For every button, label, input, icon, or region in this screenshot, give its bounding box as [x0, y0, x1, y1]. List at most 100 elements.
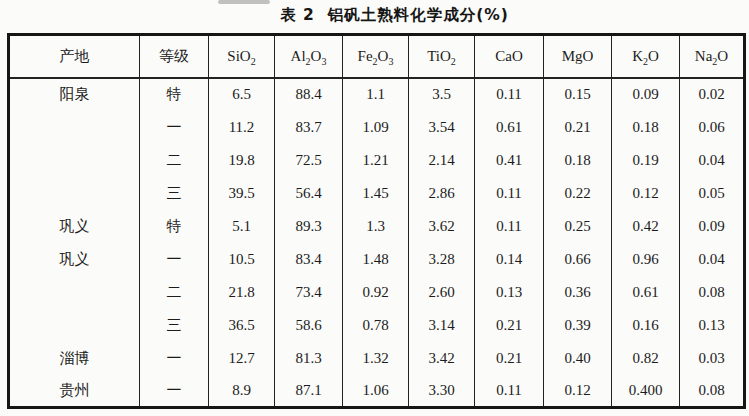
cell-value: 0.08: [680, 375, 745, 408]
table-row: 阳泉特6.588.41.13.50.110.150.090.02: [9, 78, 745, 111]
table-row: 贵州一8.987.11.063.300.110.120.4000.08: [9, 375, 745, 408]
cell-value: 21.8: [209, 276, 275, 309]
cell-value: 0.11: [475, 78, 544, 111]
table-row: 一11.283.71.093.540.610.210.180.06: [9, 111, 745, 144]
cell-value: 3.62: [409, 210, 475, 243]
cell-grade: 一: [140, 111, 209, 144]
cell-value: 0.14: [475, 243, 544, 276]
cell-value: 0.78: [343, 309, 409, 342]
cell-grade: 二: [140, 276, 209, 309]
cell-value: 83.4: [275, 243, 343, 276]
column-header-mgo: MgO: [544, 35, 612, 78]
cell-value: 1.09: [343, 111, 409, 144]
column-header-sio2: SiO2: [209, 35, 275, 78]
cell-value: 0.13: [475, 276, 544, 309]
cell-value: 36.5: [209, 309, 275, 342]
column-header-cao: CaO: [475, 35, 544, 78]
cell-value: 19.8: [209, 144, 275, 177]
cell-value: 39.5: [209, 177, 275, 210]
cell-value: 0.08: [680, 276, 745, 309]
cell-value: 6.5: [209, 78, 275, 111]
column-header-k2o: K2O: [612, 35, 680, 78]
cell-value: 58.6: [275, 309, 343, 342]
cell-value: 0.03: [680, 342, 745, 375]
cell-value: 3.54: [409, 111, 475, 144]
cell-value: 0.12: [612, 177, 680, 210]
cell-value: 0.16: [612, 309, 680, 342]
cell-value: 0.36: [544, 276, 612, 309]
cell-value: 3.30: [409, 375, 475, 408]
cell-origin: 淄博: [9, 342, 140, 375]
cell-value: 1.3: [343, 210, 409, 243]
cell-origin: [9, 177, 140, 210]
cell-value: 0.42: [612, 210, 680, 243]
cell-value: 0.11: [475, 210, 544, 243]
cell-grade: 特: [140, 210, 209, 243]
cell-grade: 特: [140, 78, 209, 111]
cell-grade: 二: [140, 144, 209, 177]
cell-value: 0.66: [544, 243, 612, 276]
cell-value: 73.4: [275, 276, 343, 309]
cell-value: 11.2: [209, 111, 275, 144]
cell-value: 0.96: [612, 243, 680, 276]
table-row: 三36.558.60.783.140.210.390.160.13: [9, 309, 745, 342]
table-row: 二21.873.40.922.600.130.360.610.08: [9, 276, 745, 309]
table-row: 三39.556.41.452.860.110.220.120.05: [9, 177, 745, 210]
cell-value: 5.1: [209, 210, 275, 243]
composition-table: 产地等级SiO2Al2O3Fe2O3TiO2CaOMgOK2ONa2O 阳泉特6…: [7, 33, 746, 409]
cell-value: 0.12: [544, 375, 612, 408]
cell-value: 0.25: [544, 210, 612, 243]
cell-value: 0.41: [475, 144, 544, 177]
cell-value: 0.04: [680, 243, 745, 276]
cell-origin: 巩义: [9, 210, 140, 243]
cell-value: 0.400: [612, 375, 680, 408]
cell-value: 0.15: [544, 78, 612, 111]
cell-value: 0.02: [680, 78, 745, 111]
cell-value: 0.21: [475, 309, 544, 342]
cell-value: 0.92: [343, 276, 409, 309]
cell-grade: 一: [140, 243, 209, 276]
cell-value: 0.18: [612, 111, 680, 144]
cell-value: 0.06: [680, 111, 745, 144]
cell-value: 8.9: [209, 375, 275, 408]
cell-value: 3.42: [409, 342, 475, 375]
cell-value: 10.5: [209, 243, 275, 276]
cell-value: 0.19: [612, 144, 680, 177]
cell-value: 3.28: [409, 243, 475, 276]
cell-value: 1.48: [343, 243, 409, 276]
cell-value: 89.3: [275, 210, 343, 243]
cell-origin: [9, 276, 140, 309]
cell-value: 0.18: [544, 144, 612, 177]
cell-value: 0.09: [680, 210, 745, 243]
column-header-tio2: TiO2: [409, 35, 475, 78]
cell-value: 56.4: [275, 177, 343, 210]
cell-value: 1.45: [343, 177, 409, 210]
cell-value: 0.22: [544, 177, 612, 210]
cell-value: 0.13: [680, 309, 745, 342]
column-header-na2o: Na2O: [680, 35, 745, 78]
cell-value: 0.11: [475, 177, 544, 210]
cell-grade: 三: [140, 309, 209, 342]
cell-grade: 一: [140, 375, 209, 408]
cell-value: 2.60: [409, 276, 475, 309]
cell-grade: 三: [140, 177, 209, 210]
cell-value: 72.5: [275, 144, 343, 177]
scan-artifact: [218, 0, 270, 4]
cell-value: 1.21: [343, 144, 409, 177]
cell-value: 0.61: [612, 276, 680, 309]
table-row: 巩义特5.189.31.33.620.110.250.420.09: [9, 210, 745, 243]
table-row: 巩义一10.583.41.483.280.140.660.960.04: [9, 243, 745, 276]
cell-value: 2.14: [409, 144, 475, 177]
cell-origin: [9, 111, 140, 144]
cell-value: 81.3: [275, 342, 343, 375]
cell-value: 0.61: [475, 111, 544, 144]
cell-value: 2.86: [409, 177, 475, 210]
cell-value: 0.05: [680, 177, 745, 210]
table-row: 淄博一12.781.31.323.420.210.400.820.03: [9, 342, 745, 375]
cell-value: 1.32: [343, 342, 409, 375]
cell-value: 0.21: [544, 111, 612, 144]
cell-value: 1.1: [343, 78, 409, 111]
cell-value: 3.5: [409, 78, 475, 111]
cell-value: 0.39: [544, 309, 612, 342]
cell-value: 87.1: [275, 375, 343, 408]
